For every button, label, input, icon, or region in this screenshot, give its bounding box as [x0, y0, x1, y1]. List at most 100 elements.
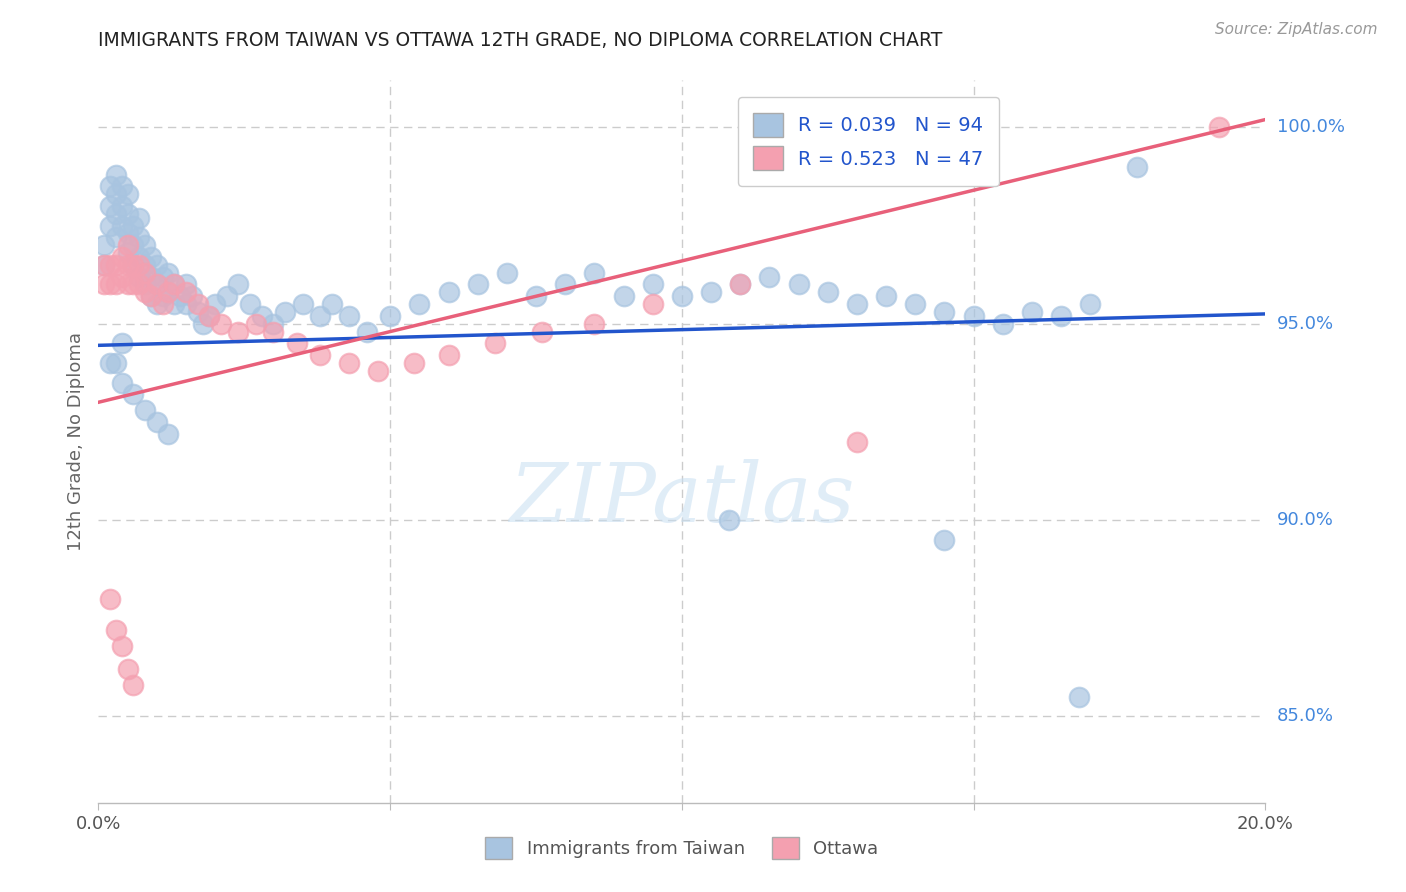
- Point: [163, 297, 186, 311]
- Point: [157, 285, 180, 300]
- Point: [437, 285, 460, 300]
- Point: [530, 325, 553, 339]
- Point: [104, 356, 127, 370]
- Point: [146, 277, 169, 292]
- Point: [104, 207, 127, 221]
- Point: [274, 305, 297, 319]
- Point: [962, 309, 984, 323]
- Point: [93, 258, 115, 272]
- Point: [408, 297, 430, 311]
- Point: [134, 238, 156, 252]
- Point: [180, 289, 202, 303]
- Point: [174, 277, 197, 292]
- Point: [262, 325, 284, 339]
- Point: [93, 277, 115, 292]
- Point: [122, 258, 145, 272]
- Point: [730, 277, 752, 292]
- Point: [117, 187, 139, 202]
- Text: 90.0%: 90.0%: [1277, 511, 1333, 529]
- Legend: Immigrants from Taiwan, Ottawa: Immigrants from Taiwan, Ottawa: [478, 830, 886, 866]
- Point: [187, 297, 209, 311]
- Point: [583, 317, 606, 331]
- Point: [174, 285, 197, 300]
- Point: [245, 317, 267, 331]
- Point: [146, 415, 169, 429]
- Point: [612, 289, 634, 303]
- Point: [128, 258, 150, 272]
- Point: [146, 277, 169, 292]
- Point: [117, 277, 139, 292]
- Point: [717, 513, 740, 527]
- Point: [402, 356, 425, 370]
- Point: [152, 269, 174, 284]
- Point: [146, 258, 169, 272]
- Point: [128, 277, 150, 292]
- Point: [111, 250, 134, 264]
- Point: [139, 289, 162, 303]
- Point: [152, 297, 174, 311]
- Point: [641, 277, 664, 292]
- Point: [134, 258, 156, 272]
- Point: [1126, 160, 1149, 174]
- Text: Source: ZipAtlas.com: Source: ZipAtlas.com: [1215, 22, 1378, 37]
- Point: [321, 297, 343, 311]
- Point: [817, 285, 839, 300]
- Point: [134, 403, 156, 417]
- Point: [117, 227, 139, 241]
- Point: [641, 297, 664, 311]
- Point: [285, 336, 308, 351]
- Point: [104, 168, 127, 182]
- Point: [157, 285, 180, 300]
- Point: [1080, 297, 1102, 311]
- Point: [117, 207, 139, 221]
- Point: [250, 309, 273, 323]
- Point: [1050, 309, 1073, 323]
- Text: ZIPatlas: ZIPatlas: [509, 459, 855, 540]
- Point: [122, 219, 145, 233]
- Point: [111, 639, 134, 653]
- Point: [146, 297, 169, 311]
- Point: [934, 533, 956, 547]
- Point: [1067, 690, 1090, 704]
- Point: [467, 277, 489, 292]
- Point: [163, 277, 186, 292]
- Point: [98, 258, 121, 272]
- Point: [98, 356, 121, 370]
- Point: [122, 277, 145, 292]
- Point: [554, 277, 576, 292]
- Point: [117, 258, 139, 272]
- Point: [437, 348, 460, 362]
- Point: [111, 219, 134, 233]
- Point: [122, 258, 145, 272]
- Point: [122, 238, 145, 252]
- Point: [117, 662, 139, 676]
- Point: [98, 179, 121, 194]
- Point: [904, 297, 927, 311]
- Point: [198, 309, 221, 323]
- Point: [193, 317, 215, 331]
- Point: [239, 297, 262, 311]
- Point: [1208, 120, 1230, 135]
- Point: [93, 238, 115, 252]
- Point: [111, 199, 134, 213]
- Point: [163, 277, 186, 292]
- Point: [209, 317, 232, 331]
- Point: [152, 289, 174, 303]
- Point: [228, 325, 250, 339]
- Point: [128, 250, 150, 264]
- Point: [128, 230, 150, 244]
- Point: [846, 434, 869, 449]
- Point: [846, 297, 869, 311]
- Point: [991, 317, 1014, 331]
- Point: [356, 325, 378, 339]
- Point: [98, 199, 121, 213]
- Point: [104, 187, 127, 202]
- Point: [215, 289, 238, 303]
- Point: [139, 250, 162, 264]
- Point: [134, 285, 156, 300]
- Point: [139, 269, 162, 284]
- Point: [104, 258, 127, 272]
- Point: [198, 309, 221, 323]
- Point: [169, 289, 191, 303]
- Point: [337, 309, 360, 323]
